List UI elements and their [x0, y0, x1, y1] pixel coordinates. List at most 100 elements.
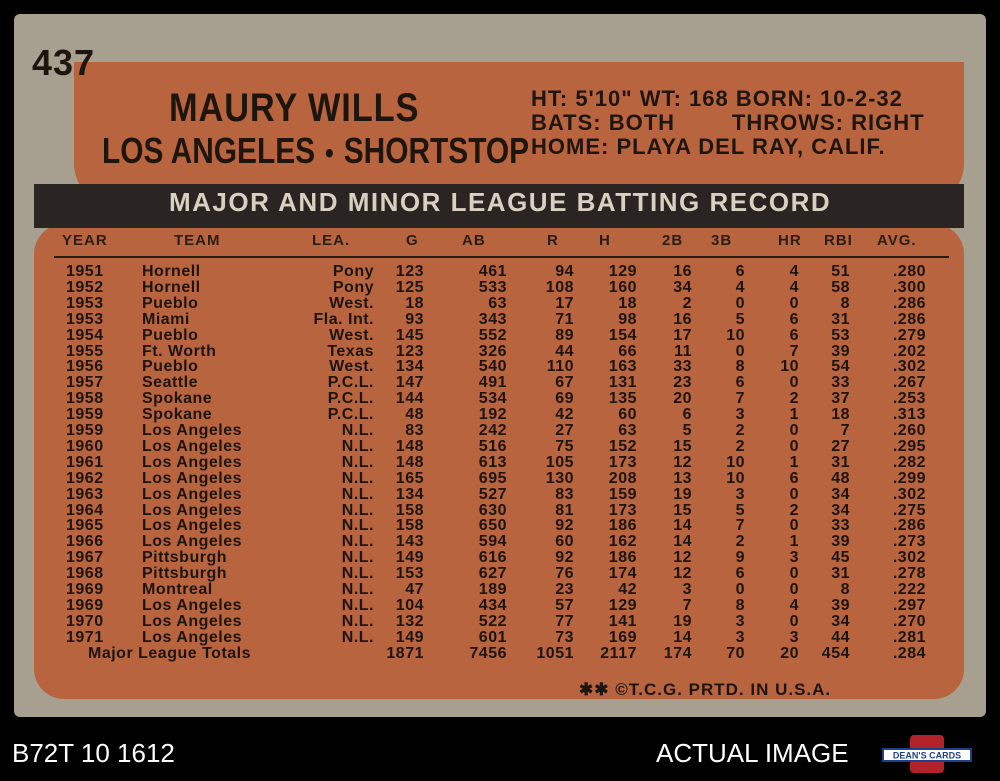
cell-year: 1968	[66, 565, 104, 583]
cell-rbi: 454	[821, 644, 850, 662]
cell-r: 57	[555, 596, 574, 614]
cell-league: P.C.L.	[327, 390, 374, 408]
cell-h: 174	[608, 565, 637, 583]
cell-g: 149	[395, 549, 424, 567]
col-header-league: LEA.	[312, 232, 351, 249]
totals-row: Major League Totals 1871 7456 1051 2117 174 70…	[14, 644, 986, 662]
cell-league: N.L.	[341, 437, 374, 455]
cell-avg: .267	[892, 374, 926, 392]
cell-g: 158	[395, 501, 424, 519]
cell-2b: 12	[673, 565, 692, 583]
table-row: 1961 Los Angeles N.L. 148 613 105 173 12 10 1 31 .2…	[14, 453, 986, 471]
cell-year: 1959	[66, 406, 104, 424]
cell-ab: 434	[478, 596, 507, 614]
cell-3b: 7	[735, 390, 745, 408]
table-row: 1953 Pueblo West. 18 63 17 18 2 0 0 8 .286	[14, 294, 986, 312]
cell-2b: 33	[673, 358, 692, 376]
col-header-h: H	[599, 232, 611, 249]
cell-g: 149	[395, 628, 424, 646]
table-row: 1966 Los Angeles N.L. 143 594 60 162 14 2 1 39 .273	[14, 534, 986, 550]
cell-g: 134	[395, 358, 424, 376]
cell-r: 81	[555, 501, 574, 519]
cell-league: N.L.	[341, 453, 374, 471]
cell-avg: .278	[892, 565, 926, 583]
cell-avg: .282	[892, 453, 926, 471]
cell-h: 135	[608, 390, 637, 408]
cell-year: 1958	[66, 390, 104, 408]
cell-2b: 20	[673, 390, 692, 408]
table-row: 1951 Hornell Pony 123 461 94 129 16 6 4 51 .280	[14, 264, 986, 280]
cell-rbi: 27	[831, 437, 850, 455]
table-row: 1960 Los Angeles N.L. 148 516 75 152 15 2 0 27.295	[14, 437, 986, 455]
cell-team: Seattle	[142, 374, 198, 392]
cell-team: Los Angeles	[142, 437, 243, 455]
cell-year: 1953	[66, 310, 104, 328]
cell-h: 169	[608, 628, 637, 646]
cell-year: 1966	[66, 533, 104, 551]
table-row: 1957 Seattle P.C.L. 147 491 67 131 23 6 0 33 .267	[14, 375, 986, 391]
player-position: SHORTSTOP	[343, 130, 530, 171]
cell-rbi: 33	[831, 517, 850, 535]
cell-h: 66	[618, 342, 637, 360]
cell-rbi: 34	[831, 501, 850, 519]
cell-ab: 242	[478, 422, 507, 439]
cell-rbi: 54	[831, 358, 850, 376]
cell-ab: 601	[478, 628, 507, 646]
cell-r: 110	[546, 358, 574, 376]
cell-rbi: 31	[831, 565, 850, 583]
team-name: LOS ANGELES	[102, 130, 316, 171]
cell-team: Los Angeles	[142, 453, 243, 471]
cell-3b: 3	[735, 628, 745, 646]
table-row: 1969 Montreal N.L. 47 189 23 42 3 0 0 8 .222	[14, 582, 986, 598]
cell-g: 18	[405, 294, 424, 312]
cell-ab: 491	[478, 374, 507, 392]
cell-r: 27	[555, 422, 574, 439]
cell-ab: 695	[478, 469, 507, 487]
cell-g: 144	[395, 390, 424, 408]
cell-year: 1956	[66, 358, 104, 376]
cell-year: 1970	[66, 612, 104, 630]
cell-year: 1953	[66, 294, 104, 312]
cell-ab: 594	[478, 533, 507, 551]
cell-3b: 0	[735, 581, 745, 598]
player-name: MAURY WILLS	[169, 86, 420, 130]
cell-rbi: 39	[831, 533, 850, 551]
cell-3b: 5	[735, 310, 745, 328]
cell-rbi: 31	[831, 310, 850, 328]
cell-league: Fla. Int.	[313, 310, 374, 328]
cell-h: 154	[608, 326, 637, 344]
cell-h: 173	[608, 453, 637, 471]
cell-team: Los Angeles	[142, 517, 243, 535]
cell-rbi: 48	[831, 469, 850, 487]
cell-hr: 6	[789, 310, 799, 328]
cell-rbi: 51	[831, 263, 850, 280]
cell-avg: .299	[892, 469, 926, 487]
cell-team: Pittsburgh	[142, 565, 227, 583]
col-header-ab: AB	[462, 232, 486, 249]
cell-rbi: 37	[831, 390, 850, 408]
cell-team: Miami	[142, 310, 190, 328]
cell-rbi: 31	[831, 453, 850, 471]
cell-hr: 2	[789, 390, 799, 408]
cell-ab: 516	[478, 437, 507, 455]
cell-3b: 7	[735, 517, 745, 535]
actual-image-label: ACTUAL IMAGE	[656, 738, 849, 768]
cell-avg: .300	[892, 278, 926, 296]
cell-g: 143	[395, 533, 424, 551]
cell-avg: .297	[892, 596, 926, 614]
cell-year: 1962	[66, 469, 104, 487]
cell-avg: .286	[892, 294, 926, 312]
cell-ab: 616	[478, 549, 507, 567]
cell-league: Pony	[332, 263, 374, 280]
cell-ab: 63	[488, 294, 507, 312]
cell-3b: 5	[735, 501, 745, 519]
cell-year: 1967	[66, 549, 104, 567]
cell-g: 47	[405, 581, 424, 598]
cell-h: 186	[608, 549, 637, 567]
cell-2b: 5	[682, 422, 692, 439]
cell-league: N.L.	[341, 501, 374, 519]
cell-g: 158	[395, 517, 424, 535]
col-header-year: YEAR	[62, 232, 108, 249]
cell-year: 1961	[66, 453, 104, 471]
cell-hr: 4	[789, 278, 799, 296]
